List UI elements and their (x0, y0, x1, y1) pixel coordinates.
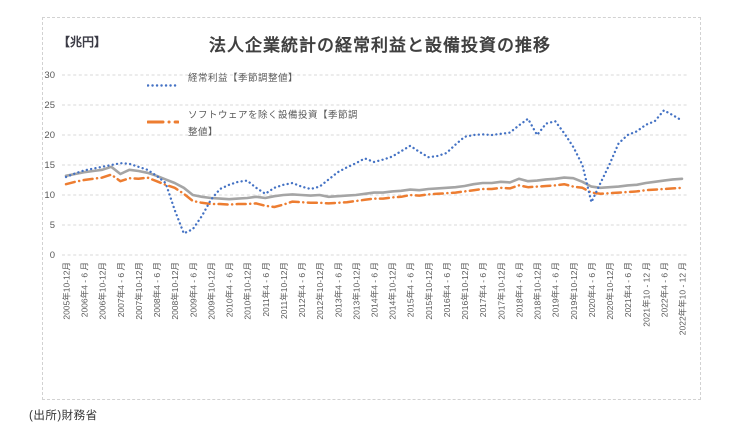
x-tick-label: 2008年10-12月 (170, 262, 180, 320)
x-tick-label: 2020年4 - 6 月 (587, 262, 597, 317)
x-tick-label: 2011年4 - 6 月 (261, 262, 271, 317)
y-tick-label: 30 (44, 70, 55, 81)
y-tick-label: 5 (50, 220, 55, 231)
x-tick-label: 2017年4 - 6 月 (478, 262, 488, 317)
chart-title: 法人企業統計の経常利益と設備投資の推移 (209, 36, 551, 55)
x-tick-label: 2016年4 - 6 月 (442, 262, 452, 317)
x-tick-label: 2016年10-12月 (460, 262, 470, 320)
x-tick-label: 2012年4 - 6 月 (297, 262, 307, 317)
x-tick-label: 2007年10-12月 (134, 262, 144, 320)
x-tick-label: 2008年4 - 6 月 (152, 262, 162, 317)
x-tick-label: 2019年10-12月 (569, 262, 579, 320)
x-tick-label: 2018年10-12月 (533, 262, 543, 320)
y-tick-label: 15 (44, 160, 55, 171)
x-tick-label: 2014年4 - 6 月 (370, 262, 380, 317)
legend-label-capex-ex-software: ソフトウェアを除く設備投資【季節調整値】 (188, 110, 359, 138)
source-note: (出所)財務省 (29, 410, 98, 422)
chart-frame (42, 17, 701, 400)
x-tick-label: 2015年4 - 6 月 (406, 262, 416, 317)
y-tick-label: 20 (44, 130, 55, 141)
legend-item-capex-ex-software: ソフトウェアを除く設備投資【季節調整値】 (146, 108, 364, 141)
x-tick-label: 2022年年10 - 12 月 (678, 262, 688, 335)
x-tick-label: 2013年10-12月 (351, 262, 361, 320)
x-tick-label: 2021年4 - 6 月 (623, 262, 633, 317)
x-tick-label: 2014年10-12月 (388, 262, 398, 320)
legend-label-keijo-rieki: 経常利益【季節調整値】 (188, 73, 299, 84)
x-tick-label: 2019年4 - 6 月 (551, 262, 561, 317)
y-tick-label: 0 (50, 250, 55, 261)
x-tick-label: 2013年4 - 6 月 (333, 262, 343, 317)
series-line-capex-ex-software (64, 173, 684, 209)
dotted-line-marker-icon (146, 75, 180, 93)
x-tick-label: 2009年4 - 6 月 (188, 262, 198, 317)
x-tick-label: 2012年10-12月 (315, 262, 325, 320)
x-tick-label: 2011年10-12月 (279, 262, 289, 319)
x-tick-label: 2010年4 - 6 月 (225, 262, 235, 317)
x-tick-label: 2007年4 - 6 月 (116, 262, 126, 317)
x-tick-label: 2018年4 - 6 月 (514, 262, 524, 317)
x-tick-label: 2022年4 - 6 月 (659, 262, 669, 317)
x-tick-label: 2021年10 - 12 月 (641, 262, 651, 327)
series-line-gray-solid (64, 165, 684, 201)
x-tick-label: 2020年10-12月 (605, 262, 615, 320)
x-tick-label: 2006年10-12月 (98, 262, 108, 320)
chart-legend: 経常利益【季節調整値】 ソフトウェアを除く設備投資【季節調整値】 (146, 71, 364, 156)
x-tick-label: 2009年10-12月 (206, 262, 216, 320)
x-tick-label: 2010年10-12月 (243, 262, 253, 320)
series-line-keijo-rieki (64, 109, 684, 235)
x-tick-label: 2005年10-12月 (62, 262, 72, 320)
dash-dot-line-marker-icon (146, 112, 180, 130)
x-tick-label: 2015年10-12月 (424, 262, 434, 320)
x-tick-label: 2017年10-12月 (496, 262, 506, 320)
y-axis-unit-label: 【兆円】 (58, 35, 107, 49)
legend-item-keijo-rieki: 経常利益【季節調整値】 (146, 71, 364, 93)
y-tick-label: 25 (44, 100, 55, 111)
y-tick-label: 10 (44, 190, 55, 201)
x-tick-label: 2006年4 - 6 月 (80, 262, 90, 317)
